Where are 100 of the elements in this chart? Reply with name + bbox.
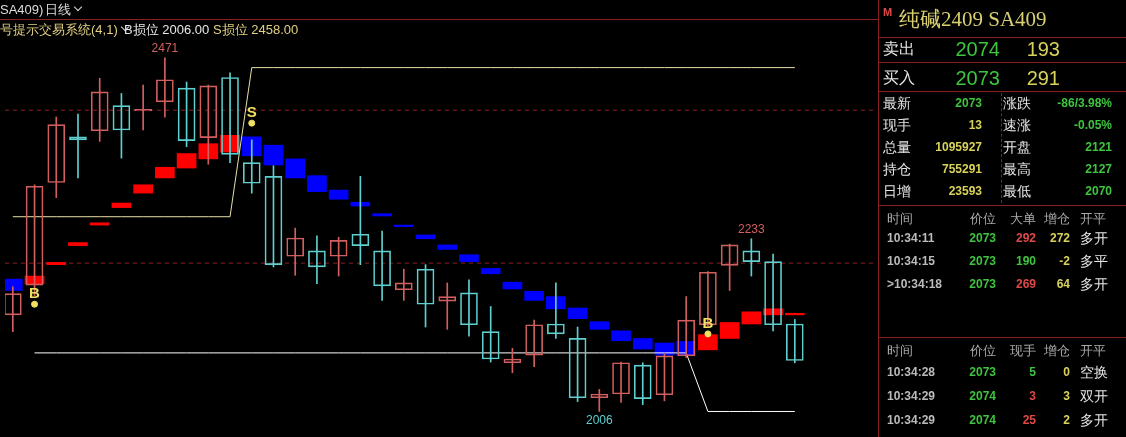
text: 最低 <box>1003 183 1031 199</box>
bar <box>89 222 110 226</box>
text: 2070 <box>1085 184 1112 198</box>
bar <box>567 307 588 319</box>
text: 10:34:29 <box>887 413 936 427</box>
text: 291 <box>1026 67 1060 89</box>
bar <box>546 296 566 310</box>
text: 3 <box>1063 389 1070 403</box>
bar <box>632 338 653 350</box>
text: 3 <box>1029 389 1036 403</box>
bar <box>611 330 631 342</box>
bar <box>372 213 392 217</box>
bar <box>307 175 327 192</box>
text: 价位 <box>970 342 996 358</box>
text: 2073 <box>969 365 996 379</box>
text: 269 <box>1015 277 1036 291</box>
text: 多平 <box>1080 253 1108 269</box>
bar <box>155 166 175 179</box>
bar <box>285 158 306 179</box>
bar <box>263 144 284 166</box>
bar <box>393 224 414 227</box>
text: 2073 <box>969 277 996 291</box>
bar <box>46 262 67 265</box>
bar <box>133 184 153 194</box>
text: 13 <box>968 118 982 132</box>
text: 23593 <box>948 184 982 198</box>
text: 292 <box>1015 231 1036 245</box>
bar <box>719 322 740 339</box>
data-label: B <box>29 284 41 302</box>
annotation: 2233 <box>738 222 766 237</box>
bar <box>698 334 718 351</box>
text: 价位 <box>970 210 996 226</box>
text: 现手 <box>1010 342 1036 358</box>
text: 日增 <box>883 183 911 199</box>
bar <box>502 281 523 290</box>
text: 日线 <box>45 1 71 17</box>
bar <box>524 290 544 301</box>
text: 64 <box>1056 277 1070 291</box>
text: 纯碱2409 SA409 <box>899 6 1047 31</box>
text: 现手 <box>883 117 911 133</box>
text: 时间 <box>887 210 913 226</box>
text: 号提示交易系统(4,1) <box>0 21 118 37</box>
text: 10:34:15 <box>887 254 936 268</box>
text: -0.05% <box>1073 118 1112 132</box>
data-label: S <box>246 103 257 121</box>
text: 涨跌 <box>1003 95 1031 111</box>
text: 最新 <box>883 95 911 111</box>
text: 多开 <box>1080 412 1108 428</box>
text: -2 <box>1059 254 1070 268</box>
text: 多开 <box>1080 276 1108 292</box>
text: 5 <box>1029 365 1036 379</box>
text: 25 <box>1022 413 1036 427</box>
text: 755291 <box>941 162 982 176</box>
text: 速涨 <box>1003 117 1031 133</box>
text: 买入 <box>883 69 915 86</box>
text: >10:34:18 <box>887 277 943 291</box>
text: 总量 <box>883 139 911 155</box>
bar <box>68 242 88 246</box>
annotation: 2471 <box>151 41 179 56</box>
text: 最高 <box>1003 161 1031 177</box>
text: 2073 <box>955 96 982 110</box>
text: 卖出 <box>883 40 915 57</box>
text: 0 <box>1063 365 1070 379</box>
text: 开平 <box>1080 210 1106 226</box>
bar <box>589 321 610 330</box>
text: 2121 <box>1085 140 1112 154</box>
text: 增仓 <box>1044 342 1070 358</box>
bar <box>784 313 805 316</box>
text: 2073 <box>969 254 996 268</box>
text: 10:34:28 <box>887 365 936 379</box>
text: 2074 <box>969 413 996 427</box>
text: 开盘 <box>1003 139 1031 155</box>
text: 多开 <box>1080 230 1108 246</box>
text: 时间 <box>887 342 913 358</box>
text: 2073 <box>969 231 996 245</box>
text: 2127 <box>1085 162 1112 176</box>
text: 2074 <box>969 389 996 403</box>
bar <box>111 202 132 208</box>
text: SA409) <box>0 1 44 17</box>
bar <box>459 254 479 262</box>
text: 空换 <box>1080 364 1108 380</box>
text: 持仓 <box>883 161 911 177</box>
text: 272 <box>1049 231 1070 245</box>
text: 193 <box>1026 38 1060 60</box>
text: 1095927 <box>935 140 982 154</box>
bar <box>741 311 762 325</box>
bar <box>328 189 349 200</box>
text: 大单 <box>1010 210 1036 226</box>
bar <box>176 153 197 169</box>
annotation: 2006 <box>585 412 613 427</box>
text: 增仓 <box>1044 210 1070 226</box>
text: -86/3.98% <box>1057 96 1112 110</box>
text: 2074 <box>955 38 1000 60</box>
text: 2073 <box>955 67 1000 89</box>
text: B损位 2006.00 <box>124 21 210 37</box>
text: 10:34:11 <box>887 231 935 245</box>
text: M <box>883 5 893 18</box>
text: 双开 <box>1080 388 1108 404</box>
bar <box>437 244 458 250</box>
text: 10:34:29 <box>887 389 936 403</box>
